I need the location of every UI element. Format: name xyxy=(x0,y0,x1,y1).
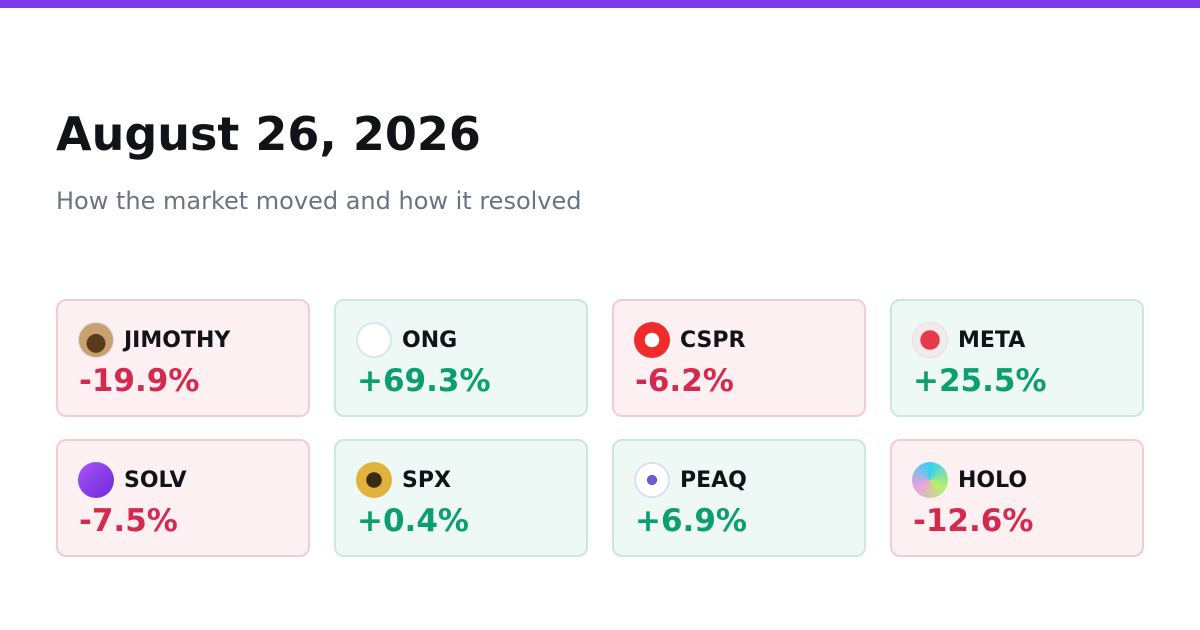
asset-symbol: SOLV xyxy=(124,468,187,493)
asset-symbol: ONG xyxy=(402,328,458,353)
asset-icon xyxy=(912,462,948,498)
asset-icon xyxy=(78,322,114,358)
asset-card: META +25.5% xyxy=(890,299,1144,417)
asset-icon xyxy=(356,322,392,358)
top-bar xyxy=(0,0,1200,8)
card-grid: JIMOTHY -19.9% ONG +69.3% CSPR -6.2% META +25.5… xyxy=(56,299,1146,557)
asset-symbol: META xyxy=(958,328,1026,353)
asset-icon xyxy=(78,462,114,498)
asset-icon xyxy=(912,322,948,358)
asset-symbol: JIMOTHY xyxy=(124,328,231,353)
asset-card: HOLO -12.6% xyxy=(890,439,1144,557)
price-change: -19.9% xyxy=(79,363,200,399)
asset-icon xyxy=(356,462,392,498)
asset-icon xyxy=(634,322,670,358)
asset-card: SPX +0.4% xyxy=(334,439,588,557)
asset-card: ONG +69.3% xyxy=(334,299,588,417)
asset-symbol: SPX xyxy=(402,468,451,493)
price-change: +69.3% xyxy=(357,363,491,399)
price-change: +6.9% xyxy=(635,503,747,539)
title: August 26, 2026 xyxy=(56,107,481,161)
asset-symbol: PEAQ xyxy=(680,468,747,493)
price-change: -7.5% xyxy=(79,503,178,539)
asset-card: PEAQ +6.9% xyxy=(612,439,866,557)
price-change: -12.6% xyxy=(913,503,1034,539)
price-change: +0.4% xyxy=(357,503,469,539)
asset-card: CSPR -6.2% xyxy=(612,299,866,417)
asset-symbol: HOLO xyxy=(958,468,1028,493)
asset-icon xyxy=(634,462,670,498)
asset-symbol: CSPR xyxy=(680,328,746,353)
price-change: +25.5% xyxy=(913,363,1047,399)
price-change: -6.2% xyxy=(635,363,734,399)
asset-card: SOLV -7.5% xyxy=(56,439,310,557)
asset-card: JIMOTHY -19.9% xyxy=(56,299,310,417)
subtitle: How the market moved and how it resolved xyxy=(56,187,582,215)
